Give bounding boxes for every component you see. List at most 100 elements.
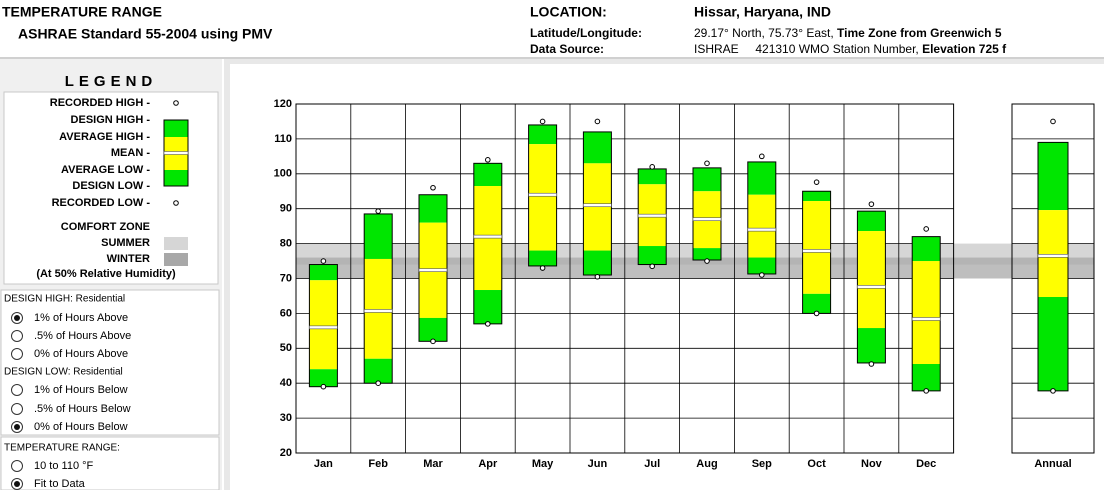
mean-line bbox=[802, 249, 831, 253]
y-tick-label: 30 bbox=[280, 412, 292, 424]
radio-dot[interactable] bbox=[14, 481, 20, 487]
radio-button[interactable] bbox=[11, 384, 23, 396]
mean-line bbox=[363, 309, 393, 313]
range-segment bbox=[583, 131, 612, 164]
recorded-marker bbox=[813, 310, 820, 317]
recorded-marker bbox=[375, 208, 382, 214]
range-segment bbox=[693, 167, 721, 192]
x-tick-label: Feb bbox=[368, 458, 388, 470]
radio-label[interactable]: 1% of Hours Below bbox=[34, 384, 128, 396]
mean-line bbox=[747, 227, 777, 232]
radio-label[interactable]: 0% of Hours Above bbox=[34, 348, 128, 360]
range-segment bbox=[309, 369, 338, 387]
range-segment bbox=[528, 144, 557, 195]
y-tick-label: 90 bbox=[280, 203, 292, 215]
mean-line bbox=[1037, 254, 1069, 258]
legend-segment bbox=[164, 170, 188, 186]
mean-line bbox=[309, 325, 338, 330]
y-tick-label: 40 bbox=[280, 377, 292, 389]
range-segment bbox=[364, 258, 393, 311]
recorded-marker bbox=[320, 258, 327, 264]
range-segment bbox=[583, 250, 612, 276]
recorded-marker bbox=[704, 160, 710, 167]
range-segment bbox=[857, 231, 886, 287]
radio-button[interactable] bbox=[11, 403, 23, 415]
option-group-title: DESIGN HIGH: Residential bbox=[4, 294, 125, 305]
range-segment bbox=[419, 222, 447, 271]
radio-option[interactable]: 0% of Hours Below bbox=[11, 421, 128, 433]
x-tick-label: Aug bbox=[696, 458, 717, 470]
radio-label[interactable]: Fit to Data bbox=[34, 478, 86, 490]
location: Hissar, Haryana, IND bbox=[694, 4, 831, 20]
range-segment bbox=[638, 215, 667, 247]
recorded-marker bbox=[813, 179, 820, 185]
range-segment bbox=[857, 328, 886, 363]
range-segment bbox=[857, 211, 886, 232]
radio-option[interactable]: 0% of Hours Above bbox=[11, 348, 129, 360]
legend-label: AVERAGE LOW - bbox=[61, 164, 150, 176]
range-segment bbox=[1038, 210, 1068, 256]
range-segment bbox=[802, 293, 831, 314]
radio-button[interactable] bbox=[11, 460, 23, 472]
radio-option[interactable]: .5% of Hours Above bbox=[11, 330, 132, 342]
range-segment bbox=[473, 290, 502, 324]
range-segment bbox=[1038, 142, 1068, 211]
recorded-marker bbox=[759, 272, 765, 278]
recorded-marker bbox=[594, 273, 601, 280]
radio-option[interactable]: 10 to 110 °F bbox=[11, 460, 94, 472]
radio-dot[interactable] bbox=[14, 424, 20, 430]
radio-option[interactable]: Fit to Data bbox=[11, 478, 86, 490]
legend-label: RECORDED HIGH - bbox=[50, 97, 151, 109]
legend-label: MEAN - bbox=[111, 147, 150, 159]
source: ISHRAE 421310 WMO Station Number, Elevat… bbox=[694, 42, 1007, 56]
recorded-marker bbox=[485, 321, 491, 327]
range-segment bbox=[747, 229, 776, 258]
radio-label[interactable]: .5% of Hours Above bbox=[34, 330, 131, 342]
latlon-part: 29.17° North, 75.73° East, bbox=[694, 26, 837, 40]
legend-band bbox=[164, 253, 188, 266]
x-tick-label: May bbox=[532, 458, 554, 470]
radio-button[interactable] bbox=[11, 348, 23, 360]
recorded-marker bbox=[430, 338, 436, 345]
recorded-marker bbox=[923, 226, 930, 232]
x-tick-label: Sep bbox=[752, 458, 772, 470]
recorded-marker bbox=[704, 258, 710, 264]
range-segment bbox=[912, 318, 941, 365]
legend-label: WINTER bbox=[107, 253, 150, 265]
radio-dot[interactable] bbox=[14, 315, 20, 321]
chart: 20 30 40 50 60 70 80 90 100 110 120 Jan Feb Mar Apr May… bbox=[274, 98, 1095, 470]
x-tick-label: Jul bbox=[644, 458, 660, 470]
recorded-marker bbox=[375, 380, 382, 387]
recorded-marker bbox=[1050, 118, 1056, 125]
radio-button[interactable] bbox=[11, 330, 23, 342]
y-tick-label: 60 bbox=[280, 307, 292, 319]
x-tick-label: Annual bbox=[1034, 458, 1071, 470]
range-segment bbox=[638, 184, 667, 216]
radio-option[interactable]: .5% of Hours Below bbox=[11, 403, 131, 415]
x-tick-label: Oct bbox=[807, 458, 826, 470]
source-label: Data Source: bbox=[530, 42, 604, 56]
option-group-title: DESIGN LOW: Residential bbox=[4, 367, 123, 378]
range-segment bbox=[638, 168, 667, 185]
recorded-marker bbox=[759, 153, 765, 160]
range-segment bbox=[528, 194, 557, 251]
range-segment bbox=[912, 261, 941, 319]
y-tick-label: 80 bbox=[280, 238, 292, 250]
mean-line bbox=[857, 285, 886, 289]
radio-option[interactable]: 1% of Hours Below bbox=[11, 384, 128, 396]
radio-label[interactable]: .5% of Hours Below bbox=[34, 403, 131, 415]
radio-label[interactable]: 10 to 110 °F bbox=[34, 460, 94, 472]
y-tick-label: 50 bbox=[280, 342, 292, 354]
header-subtitle: ASHRAE Standard 55-2004 using PMV bbox=[18, 26, 273, 42]
legend-marker bbox=[173, 200, 179, 206]
range-segment bbox=[912, 236, 941, 262]
radio-option[interactable]: 1% of Hours Above bbox=[11, 312, 129, 324]
range-segment bbox=[857, 286, 886, 329]
range-segment bbox=[528, 124, 557, 145]
radio-label[interactable]: 0% of Hours Below bbox=[34, 421, 128, 433]
x-tick-label: Mar bbox=[423, 458, 443, 470]
range-segment bbox=[912, 364, 941, 391]
recorded-marker bbox=[868, 201, 875, 207]
range-segment bbox=[747, 257, 776, 274]
radio-label[interactable]: 1% of Hours Above bbox=[34, 312, 128, 324]
